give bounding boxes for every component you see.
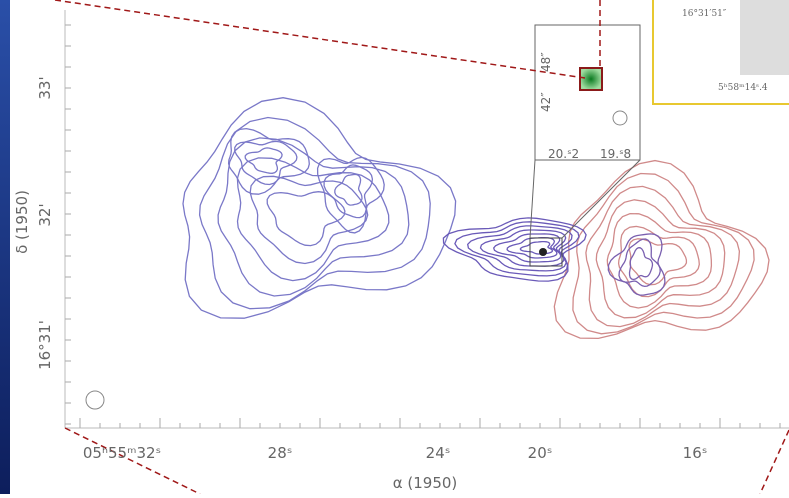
corner-y-label: 16°31′51″ — [682, 9, 727, 19]
inset-x-tick: 20.ˢ2 — [548, 147, 579, 161]
inset-y-tick: 42″ — [539, 92, 553, 112]
x-tick-label: 05ʰ55ᵐ32ˢ — [83, 444, 161, 462]
x-tick-label: 24ˢ — [426, 444, 451, 462]
inset-x-tick: 19.ˢ8 — [600, 147, 631, 161]
slide: 20.ˢ2 19.ˢ8 42″ 48″ 16°31′51″ 5ʰ58ᵐ14ˢ.4… — [0, 0, 789, 494]
y-tick-label: 33' — [36, 76, 54, 99]
y-axis-label: δ (1950) — [13, 190, 31, 254]
x-axis-label: α (1950) — [393, 474, 458, 492]
source — [539, 248, 547, 256]
x-tick-label: 16ˢ — [683, 444, 708, 462]
corner-x-label: 5ʰ58ᵐ14ˢ.4 — [718, 83, 768, 93]
inset-source — [580, 68, 602, 90]
corner-image — [740, 0, 789, 75]
x-tick-label: 20ˢ — [528, 444, 553, 462]
y-tick-label: 32' — [36, 203, 54, 226]
inset-y-tick: 48″ — [539, 52, 553, 72]
x-tick-label: 28ˢ — [268, 444, 293, 462]
y-tick-label: 16°31' — [36, 320, 54, 370]
